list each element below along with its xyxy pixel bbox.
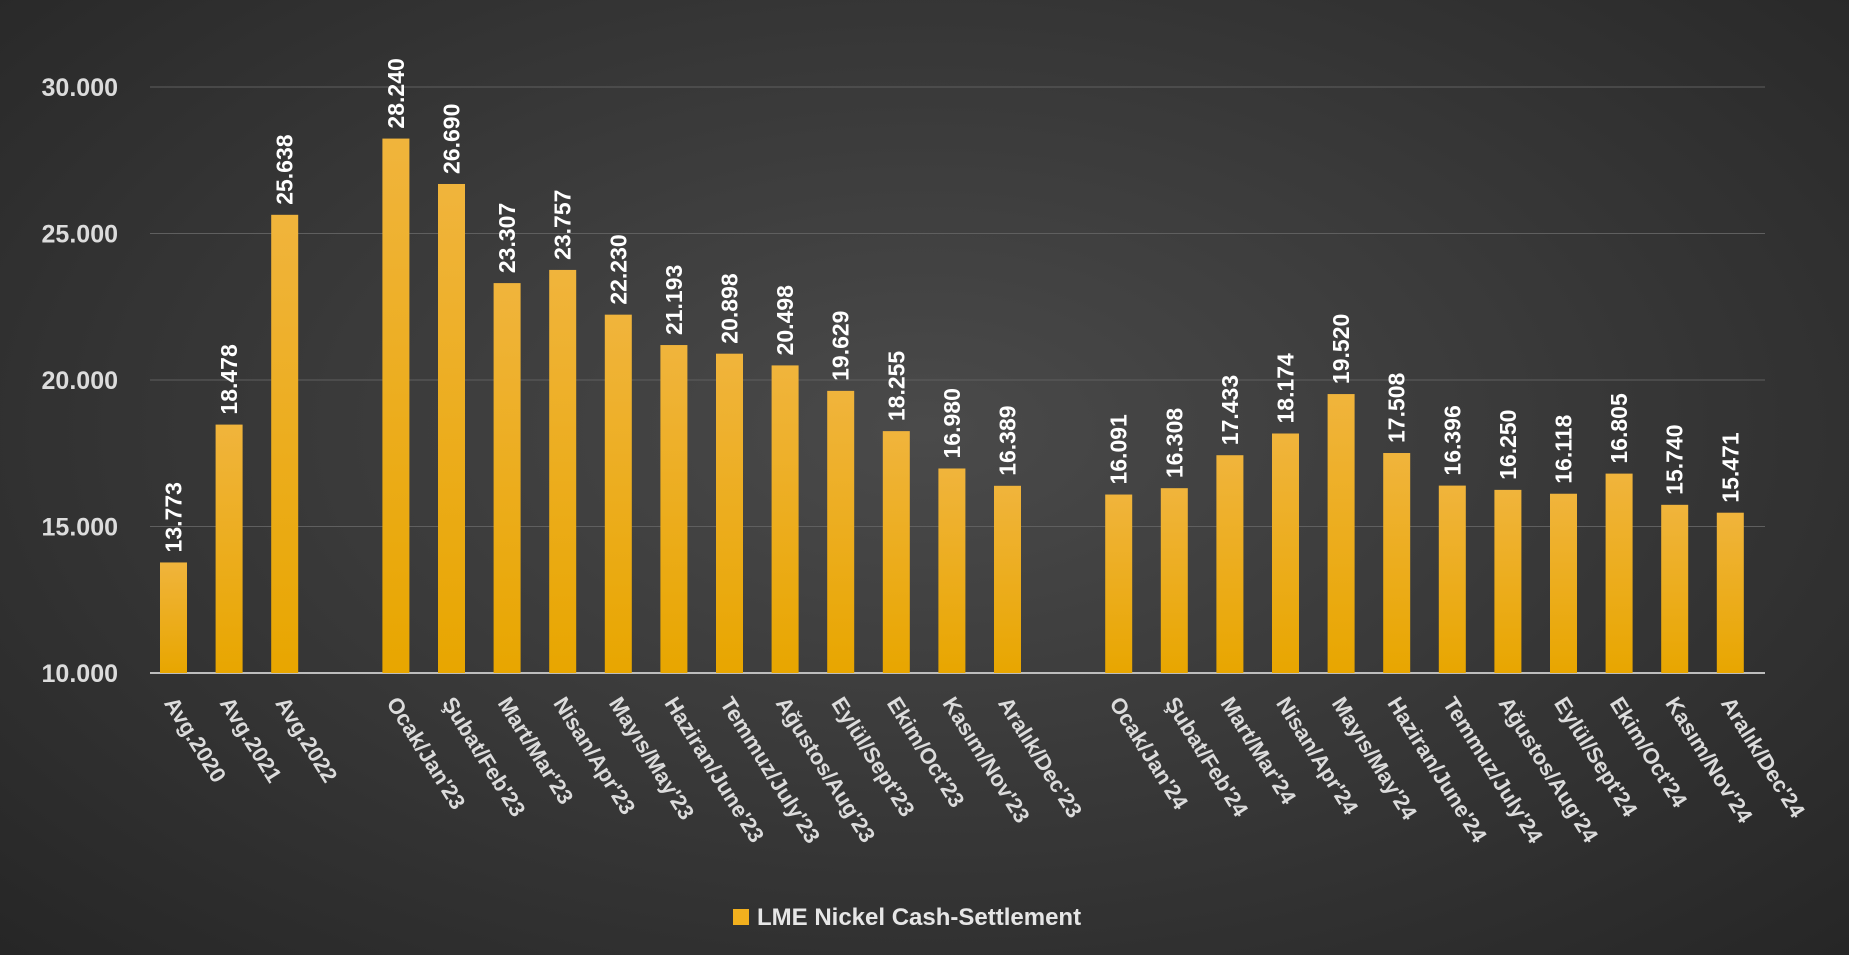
- data-label: 23.307: [494, 203, 520, 273]
- y-tick-label: 15.000: [42, 514, 118, 542]
- bar: [438, 183, 465, 673]
- data-label: 16.980: [939, 388, 965, 458]
- data-label: 20.898: [717, 273, 743, 344]
- bar: [382, 138, 410, 673]
- x-tick-label: Temmuz/July'24: [1438, 692, 1548, 848]
- x-tick-label: Haziran/June'23: [660, 692, 770, 847]
- x-tick-label: Ağustos/Aug'24: [1494, 692, 1604, 847]
- bar: [215, 424, 243, 673]
- bar: [604, 314, 632, 673]
- bar: [271, 214, 299, 674]
- data-label: 25.638: [272, 134, 298, 205]
- bar: [1661, 504, 1689, 673]
- data-label: 17.508: [1384, 372, 1410, 443]
- data-label: 15.740: [1662, 424, 1688, 494]
- bars: [160, 138, 1744, 674]
- x-tick-label: Temmuz/July'23: [715, 692, 825, 847]
- bar: [1272, 433, 1299, 673]
- legend-swatch: [733, 909, 749, 925]
- bar: [1327, 394, 1355, 673]
- bar: [160, 562, 187, 673]
- y-tick-label: 10.000: [42, 660, 118, 688]
- bar: [771, 365, 799, 673]
- bar: [827, 390, 855, 673]
- data-label: 16.389: [995, 405, 1021, 475]
- data-label: 18.255: [883, 351, 909, 422]
- bar: [660, 345, 688, 673]
- data-label: 17.433: [1217, 375, 1243, 445]
- data-label: 21.193: [661, 265, 687, 335]
- data-label: 13.773: [161, 482, 187, 552]
- y-tick-label: 30.000: [42, 74, 118, 102]
- data-label: 16.250: [1495, 410, 1521, 480]
- y-tick-label: 20.000: [42, 367, 118, 395]
- x-tick-label: Ağustos/Aug'23: [771, 692, 880, 847]
- data-label: 16.308: [1161, 408, 1187, 479]
- data-label: 16.396: [1439, 405, 1465, 475]
- data-label: 15.471: [1717, 432, 1743, 503]
- bar: [994, 485, 1021, 673]
- bar: [1550, 493, 1577, 673]
- data-label: 23.757: [550, 190, 576, 260]
- bar: [716, 353, 743, 673]
- bar: [1605, 473, 1633, 673]
- data-label: 16.091: [1106, 414, 1132, 485]
- data-label: 16.118: [1551, 414, 1577, 483]
- bar: [1216, 455, 1244, 673]
- bar: [882, 431, 910, 673]
- data-label: 18.478: [216, 344, 242, 415]
- bar: [493, 283, 521, 673]
- data-label: 18.174: [1273, 353, 1299, 424]
- bar: [1438, 485, 1466, 673]
- x-tick-label: Haziran/June'24: [1382, 692, 1492, 847]
- bar: [938, 468, 966, 673]
- data-label: 19.629: [828, 311, 854, 381]
- legend-label: LME Nickel Cash-Settlement: [757, 904, 1081, 931]
- data-label: 26.690: [439, 104, 465, 174]
- bar: [1160, 488, 1188, 673]
- data-label: 28.240: [383, 58, 409, 128]
- data-labels: 13.773 18.478 25.638 28.240 26.690 23.307 23.7…: [161, 58, 1744, 552]
- legend: LME Nickel Cash-Settlement: [733, 904, 1081, 931]
- bar: [1383, 453, 1411, 673]
- data-label: 20.498: [772, 285, 798, 356]
- y-axis-tick-labels: 10.000 15.000 20.000 25.000 30.000: [42, 74, 118, 688]
- bar: [1105, 494, 1133, 673]
- data-label: 16.805: [1606, 393, 1632, 464]
- y-tick-label: 25.000: [42, 221, 118, 249]
- bar: [1716, 512, 1744, 673]
- data-label: 19.520: [1328, 314, 1354, 384]
- bar: [549, 269, 577, 673]
- bar: [1494, 489, 1522, 673]
- data-label: 22.230: [605, 234, 631, 304]
